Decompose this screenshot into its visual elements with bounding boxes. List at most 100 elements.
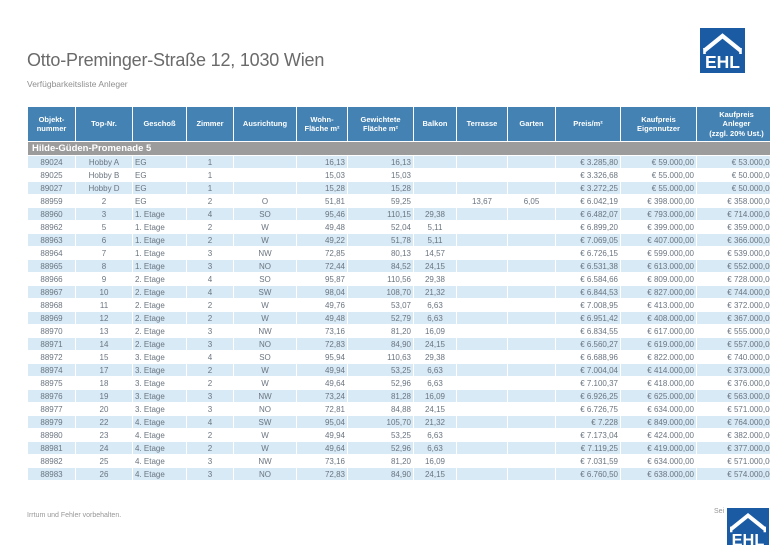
cell-ausrichtung: W — [233, 220, 297, 234]
cell-garten — [507, 233, 556, 247]
cell-balkon: 16,09 — [413, 324, 457, 338]
cell-balkon: 6,63 — [413, 376, 457, 390]
cell-top-nr: 3 — [75, 207, 133, 221]
cell-terrasse — [456, 311, 508, 325]
cell-zimmer: 4 — [186, 350, 234, 364]
cell-terrasse — [456, 155, 508, 169]
cell-terrasse — [456, 324, 508, 338]
cell-terrasse — [456, 220, 508, 234]
cell-gewichtete-flaeche: 53,25 — [347, 428, 414, 442]
column-header-ausrichtung: Ausrichtung — [233, 106, 297, 142]
cell-top-nr: Hobby D — [75, 181, 133, 195]
cell-objektnummer: 88976 — [27, 389, 76, 403]
cell-top-nr: 26 — [75, 467, 133, 481]
cell-geschoss: 2. Etage — [132, 298, 187, 312]
cell-objektnummer: 88963 — [27, 233, 76, 247]
cell-gewichtete-flaeche: 110,63 — [347, 350, 414, 364]
cell-gewichtete-flaeche: 15,03 — [347, 168, 414, 182]
cell-geschoss: 3. Etage — [132, 376, 187, 390]
cell-preis-m2: € 6.560,27 — [555, 337, 621, 351]
cell-garten — [507, 246, 556, 260]
cell-wohnflaeche: 49,64 — [296, 376, 348, 390]
cell-objektnummer: 88983 — [27, 467, 76, 481]
cell-kaufpreis-eigennutzer: € 418.000,00 — [620, 376, 697, 390]
cell-geschoss: 1. Etage — [132, 220, 187, 234]
cell-wohnflaeche: 49,64 — [296, 441, 348, 455]
cell-top-nr: 9 — [75, 272, 133, 286]
cell-objektnummer: 88970 — [27, 324, 76, 338]
table-row: 88960 3 1. Etage 4 SO 95,46 110,15 29,38 € 6.482… — [27, 207, 770, 221]
cell-terrasse — [456, 207, 508, 221]
cell-top-nr: 5 — [75, 220, 133, 234]
cell-gewichtete-flaeche: 53,07 — [347, 298, 414, 312]
cell-top-nr: 11 — [75, 298, 133, 312]
cell-garten — [507, 441, 556, 455]
table-row: 89027 Hobby D EG 1 15,28 15,28 € 3.272,25 € 55.… — [27, 181, 770, 195]
cell-balkon: 24,15 — [413, 259, 457, 273]
cell-zimmer: 4 — [186, 207, 234, 221]
cell-preis-m2: € 6.584,66 — [555, 272, 621, 286]
cell-kaufpreis-anleger: € 376.000,00 — [696, 376, 770, 390]
cell-geschoss: 3. Etage — [132, 389, 187, 403]
cell-ausrichtung: NO — [233, 402, 297, 416]
column-header-top-nr: Top-Nr. — [75, 106, 133, 142]
table-row: 88983 26 4. Etage 3 NO 72,83 84,90 24,15 € 6.760… — [27, 467, 770, 481]
cell-wohnflaeche: 95,04 — [296, 415, 348, 429]
cell-gewichtete-flaeche: 81,28 — [347, 389, 414, 403]
cell-zimmer: 2 — [186, 298, 234, 312]
cell-objektnummer: 88964 — [27, 246, 76, 260]
cell-terrasse — [456, 415, 508, 429]
column-header-objektnummer: Objekt- nummer — [27, 106, 76, 142]
cell-ausrichtung: NO — [233, 259, 297, 273]
cell-kaufpreis-anleger: € 53.000,00 — [696, 155, 770, 169]
cell-geschoss: EG — [132, 155, 187, 169]
cell-objektnummer: 88967 — [27, 285, 76, 299]
cell-objektnummer: 89025 — [27, 168, 76, 182]
cell-preis-m2: € 3.272,25 — [555, 181, 621, 195]
cell-terrasse — [456, 233, 508, 247]
cell-ausrichtung: W — [233, 376, 297, 390]
cell-gewichtete-flaeche: 84,88 — [347, 402, 414, 416]
cell-kaufpreis-eigennutzer: € 599.000,00 — [620, 246, 697, 260]
cell-wohnflaeche: 49,48 — [296, 311, 348, 325]
cell-top-nr: 14 — [75, 337, 133, 351]
cell-gewichtete-flaeche: 53,25 — [347, 363, 414, 377]
availability-table: Objekt- nummer Top-Nr. Geschoß Zimmer Ausric… — [27, 106, 770, 481]
table-row: 88977 20 3. Etage 3 NO 72,81 84,88 24,15 € 6.726… — [27, 402, 770, 416]
cell-geschoss: 4. Etage — [132, 441, 187, 455]
cell-ausrichtung: NO — [233, 467, 297, 481]
cell-kaufpreis-anleger: € 373.000,00 — [696, 363, 770, 377]
cell-garten — [507, 402, 556, 416]
cell-kaufpreis-eigennutzer: € 55.000,00 — [620, 168, 697, 182]
cell-preis-m2: € 7.031,59 — [555, 454, 621, 468]
cell-geschoss: 2. Etage — [132, 337, 187, 351]
cell-kaufpreis-anleger: € 50.000,00 — [696, 181, 770, 195]
cell-preis-m2: € 7.004,04 — [555, 363, 621, 377]
cell-kaufpreis-eigennutzer: € 634.000,00 — [620, 402, 697, 416]
cell-terrasse — [456, 363, 508, 377]
cell-geschoss: 2. Etage — [132, 311, 187, 325]
cell-wohnflaeche: 49,48 — [296, 220, 348, 234]
cell-ausrichtung — [233, 155, 297, 169]
cell-wohnflaeche: 95,94 — [296, 350, 348, 364]
cell-wohnflaeche: 95,87 — [296, 272, 348, 286]
cell-geschoss: 4. Etage — [132, 454, 187, 468]
column-header-terrasse: Terrasse — [456, 106, 508, 142]
cell-balkon: 29,38 — [413, 207, 457, 221]
cell-top-nr: 13 — [75, 324, 133, 338]
cell-zimmer: 2 — [186, 194, 234, 208]
cell-garten — [507, 168, 556, 182]
cell-geschoss: 2. Etage — [132, 272, 187, 286]
cell-gewichtete-flaeche: 110,56 — [347, 272, 414, 286]
cell-balkon: 29,38 — [413, 272, 457, 286]
cell-preis-m2: € 7.100,37 — [555, 376, 621, 390]
ehl-logo-text: EHL — [732, 531, 765, 545]
table-row: 89025 Hobby B EG 1 15,03 15,03 € 3.326,68 € 55.… — [27, 168, 770, 182]
table-row: 88959 2 EG 2 O 51,81 59,25 13,67 6,05 € 6.042,19 €… — [27, 194, 770, 208]
cell-garten — [507, 428, 556, 442]
cell-zimmer: 3 — [186, 454, 234, 468]
cell-kaufpreis-eigennutzer: € 414.000,00 — [620, 363, 697, 377]
cell-geschoss: 1. Etage — [132, 259, 187, 273]
cell-wohnflaeche: 73,24 — [296, 389, 348, 403]
cell-ausrichtung — [233, 181, 297, 195]
